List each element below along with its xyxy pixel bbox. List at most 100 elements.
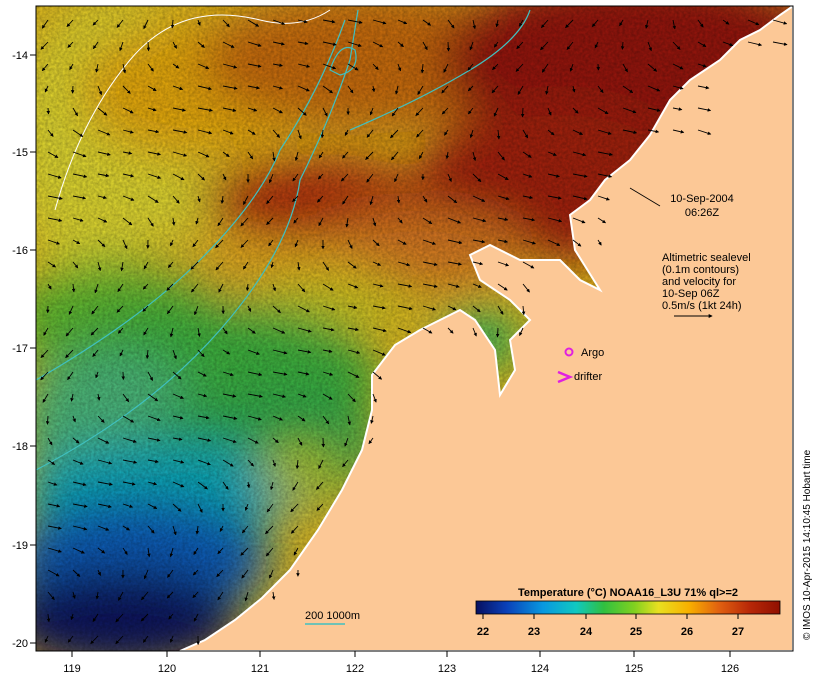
velocity-arrow xyxy=(272,151,276,162)
velocity-arrow xyxy=(42,393,49,403)
velocity-arrow xyxy=(397,261,411,267)
velocity-arrow xyxy=(116,305,124,313)
velocity-arrow xyxy=(247,305,252,312)
velocity-arrow xyxy=(294,239,299,248)
velocity-arrow xyxy=(70,393,74,402)
velocity-arrow xyxy=(47,283,52,290)
velocity-arrow xyxy=(322,85,334,94)
velocity-arrow xyxy=(497,305,504,315)
velocity-arrow xyxy=(322,393,333,400)
velocity-arrow xyxy=(97,459,113,465)
velocity-arrow xyxy=(195,525,200,535)
lat-label: -15 xyxy=(12,147,28,159)
velocity-arrow xyxy=(40,349,49,358)
velocity-arrow xyxy=(172,63,180,69)
velocity-arrow xyxy=(147,415,161,422)
colorbar-tick: 23 xyxy=(528,626,540,638)
velocity-arrow xyxy=(145,349,150,359)
velocity-arrow xyxy=(171,217,176,226)
velocity-arrow xyxy=(191,283,199,293)
velocity-arrow xyxy=(272,305,281,314)
velocity-arrow xyxy=(197,481,208,490)
velocity-arrow xyxy=(522,261,535,269)
velocity-arrow xyxy=(272,63,284,67)
velocity-arrow xyxy=(322,261,329,271)
velocity-arrow xyxy=(44,85,49,93)
velocity-arrow xyxy=(347,283,359,289)
velocity-arrow xyxy=(272,459,276,467)
velocity-arrow xyxy=(147,63,154,72)
velocity-arrow xyxy=(222,173,227,181)
velocity-arrow xyxy=(147,129,160,134)
velocity-arrow xyxy=(72,173,88,179)
velocity-arrow xyxy=(170,239,174,247)
velocity-arrow xyxy=(272,85,283,90)
velocity-arrow xyxy=(297,415,306,422)
velocity-arrow xyxy=(142,305,149,312)
velocity-arrow xyxy=(72,415,76,423)
velocity-arrow xyxy=(247,349,260,355)
velocity-arrow xyxy=(397,217,403,224)
velocity-arrow xyxy=(97,481,113,486)
velocity-arrow xyxy=(722,19,730,25)
velocity-arrow xyxy=(418,151,424,160)
velocity-arrow xyxy=(166,591,174,599)
velocity-arrow xyxy=(243,195,249,206)
velocity-arrow xyxy=(672,107,683,111)
velocity-arrow xyxy=(72,217,84,222)
velocity-arrow xyxy=(69,63,74,71)
velocity-arrow xyxy=(572,217,586,224)
velocity-arrow xyxy=(170,19,175,29)
velocity-arrow xyxy=(597,129,612,135)
velocity-arrow xyxy=(272,349,288,355)
velocity-arrow xyxy=(72,195,87,200)
velocity-arrow xyxy=(422,19,432,26)
velocity-arrow xyxy=(217,217,224,227)
velocity-arrow xyxy=(122,217,133,226)
velocity-arrow xyxy=(697,41,707,48)
velocity-arrow xyxy=(572,151,587,157)
velocity-arrow xyxy=(416,129,424,138)
float-legend: Argo drifter xyxy=(557,347,604,384)
velocity-arrow xyxy=(468,107,474,115)
velocity-arrow xyxy=(97,239,106,248)
velocity-arrow xyxy=(347,415,351,426)
depth-legend: 200 1000m xyxy=(305,610,360,625)
velocity-arrow xyxy=(322,63,337,70)
velocity-arrow xyxy=(147,525,155,534)
velocity-arrow xyxy=(697,85,710,90)
velocity-arrow xyxy=(547,129,555,136)
velocity-arrow xyxy=(447,305,457,311)
velocity-arrow xyxy=(572,173,588,178)
velocity-arrow xyxy=(194,305,199,316)
velocity-arrow xyxy=(597,151,613,156)
velocity-arrow xyxy=(340,173,349,182)
velocity-arrow xyxy=(344,437,349,447)
velocity-arrow xyxy=(294,151,299,161)
velocity-arrow xyxy=(97,107,108,116)
velocity-arrow xyxy=(597,217,607,224)
velocity-arrow xyxy=(97,437,110,444)
velocity-arrow xyxy=(572,85,576,93)
velocity-arrow xyxy=(197,85,212,91)
velocity-arrow xyxy=(390,151,399,161)
velocity-arrow xyxy=(97,217,108,223)
velocity-arrow xyxy=(622,85,634,94)
velocity-arrow xyxy=(190,261,199,270)
velocity-arrow xyxy=(522,195,534,200)
velocity-arrow xyxy=(372,41,384,48)
velocity-arrow xyxy=(169,327,174,338)
velocity-arrow xyxy=(47,525,62,530)
altimetry-line: Altimetric sealevel xyxy=(662,252,751,264)
velocity-arrow xyxy=(222,459,234,467)
velocity-arrow xyxy=(147,217,154,227)
velocity-arrow xyxy=(417,85,424,95)
velocity-arrow xyxy=(47,481,58,486)
velocity-arrow xyxy=(272,19,286,25)
velocity-arrow xyxy=(243,261,249,270)
velocity-arrow xyxy=(122,151,133,155)
drifter-marker-icon xyxy=(557,370,574,384)
velocity-arrow xyxy=(422,283,438,288)
velocity-arrow xyxy=(369,107,374,116)
velocity-arrow xyxy=(522,151,532,158)
